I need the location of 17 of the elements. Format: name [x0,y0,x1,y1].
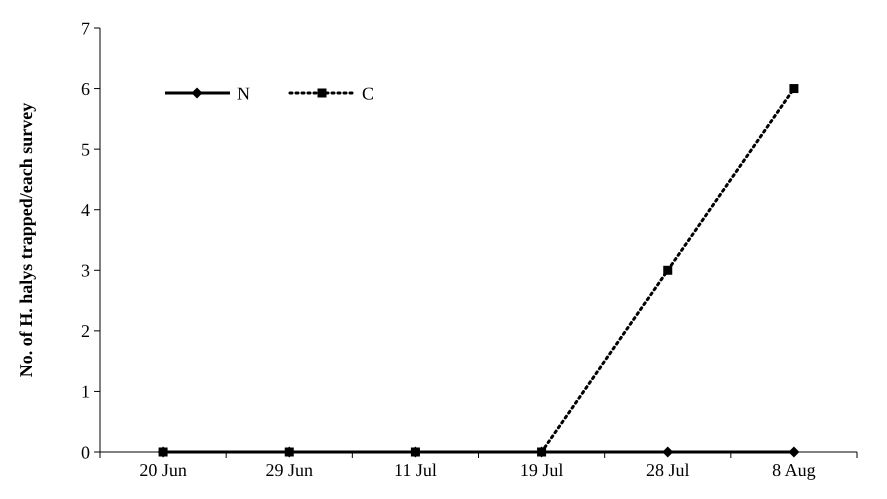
x-tick-label: 29 Jun [265,460,314,480]
y-tick-label: 2 [81,321,90,342]
x-tick-label: 28 Jul [646,460,690,480]
y-tick-label: 5 [81,139,90,160]
y-tick-label: 4 [81,200,90,220]
x-tick-label: 20 Jun [139,460,187,480]
x-tick-label: 19 Jul [520,460,564,480]
y-tick-label: 6 [81,78,90,99]
y-tick-label: 7 [81,18,90,38]
y-tick-label: 0 [81,442,90,462]
y-tick-label: 3 [81,260,90,281]
legend-label: N [237,83,250,104]
x-tick-label: 11 Jul [394,460,437,480]
y-tick-label: 1 [81,382,90,402]
y-axis-title: No. of H. halys trapped/each survey [16,102,36,378]
legend-label: C [362,83,374,104]
x-tick-label: 8 Aug [772,460,816,480]
